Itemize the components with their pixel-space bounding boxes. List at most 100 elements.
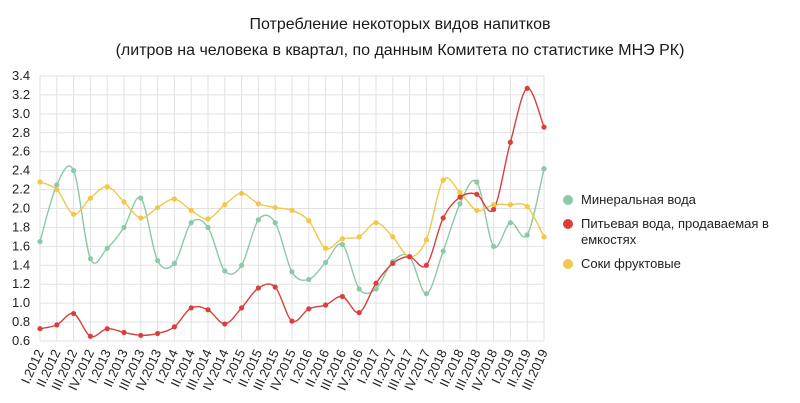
data-point-s2-1 (54, 186, 60, 193)
y-tick-label: 2.8 (12, 125, 30, 140)
legend-marker (563, 195, 573, 205)
data-point-s2-0 (37, 179, 43, 185)
y-tick-label: 3.2 (12, 87, 30, 102)
data-point-s2-4 (104, 184, 110, 190)
legend-item-2: Соки фруктовые (563, 256, 793, 272)
data-point-s0-26 (474, 179, 480, 185)
data-point-s0-10 (205, 224, 211, 231)
data-point-s0-27 (491, 243, 497, 249)
data-point-s0-12 (239, 262, 245, 268)
data-point-s1-18 (339, 293, 345, 300)
data-point-s2-20 (373, 220, 379, 226)
data-point-s2-3 (87, 195, 93, 201)
data-point-s0-6 (138, 195, 144, 201)
data-point-s1-26 (474, 191, 480, 197)
data-point-s2-13 (255, 201, 261, 207)
y-tick-label: 0.6 (12, 333, 30, 348)
data-point-s1-2 (71, 310, 77, 317)
data-point-s1-22 (407, 254, 413, 260)
data-point-s1-1 (54, 322, 60, 328)
y-axis: 0.6 0.8 1.0 1.2 1.4 1.6 1.8 2.0 2.2 2.4 2.6 2.8 3.0 3… (12, 68, 30, 348)
data-point-s0-9 (188, 220, 194, 226)
data-point-s2-2 (71, 211, 77, 217)
data-point-s1-8 (171, 324, 177, 330)
series-points (37, 85, 547, 339)
data-point-s2-17 (323, 245, 329, 251)
data-point-s0-15 (289, 269, 295, 275)
data-point-s1-14 (272, 284, 278, 290)
data-point-s0-19 (356, 286, 362, 292)
data-point-s1-24 (440, 215, 446, 221)
data-point-s0-8 (171, 260, 177, 266)
legend-label: Соки фруктовые (581, 256, 681, 271)
data-point-s2-26 (474, 207, 480, 213)
data-point-s0-13 (255, 217, 261, 223)
data-point-s1-7 (155, 330, 161, 337)
data-point-s0-1 (54, 182, 60, 188)
legend-marker (563, 259, 573, 269)
data-point-s1-4 (104, 326, 110, 332)
data-point-s2-28 (507, 202, 513, 208)
data-point-s1-9 (188, 305, 194, 311)
data-point-s0-24 (440, 248, 446, 254)
data-point-s1-20 (373, 280, 379, 286)
data-point-s1-21 (390, 260, 396, 266)
y-tick-label: 1.2 (12, 276, 30, 291)
data-point-s2-23 (423, 237, 429, 243)
data-point-s2-10 (205, 216, 211, 222)
data-point-s1-16 (306, 306, 312, 312)
chart-title-block: Потребление некоторых видов напитков (ли… (0, 12, 800, 64)
data-point-s2-21 (390, 234, 396, 240)
chart-subtitle: (литров на человека в квартал, по данным… (115, 42, 685, 59)
data-point-s2-19 (356, 234, 362, 240)
data-point-s0-2 (71, 168, 77, 174)
data-point-s0-30 (541, 166, 547, 172)
data-point-s0-17 (323, 259, 329, 266)
y-tick-label: 1.0 (12, 295, 30, 310)
data-point-s2-11 (222, 202, 228, 208)
y-tick-label: 2.4 (12, 163, 30, 178)
y-tick-label: 3.0 (12, 106, 30, 121)
y-tick-label: 2.2 (12, 182, 30, 197)
data-point-s2-14 (272, 204, 278, 211)
data-point-s1-29 (524, 85, 530, 91)
legend-label: Питьевая вода, продаваемая в емкостях (581, 216, 769, 247)
y-tick-label: 0.8 (12, 314, 30, 329)
data-point-s2-16 (306, 218, 312, 224)
data-point-s1-3 (87, 333, 93, 339)
data-point-s2-29 (524, 204, 530, 210)
data-point-s2-24 (440, 177, 446, 183)
y-tick-label: 2.0 (12, 201, 30, 216)
data-point-s2-30 (541, 234, 547, 240)
data-point-s1-12 (239, 305, 245, 311)
data-point-s2-27 (491, 202, 497, 208)
data-point-s1-11 (222, 321, 228, 327)
data-point-s0-25 (457, 201, 463, 207)
data-point-s0-16 (306, 276, 312, 283)
data-point-s1-23 (423, 262, 429, 268)
data-point-s1-30 (541, 124, 547, 130)
legend-item-1: Питьевая вода, продаваемая в емкостях (563, 216, 793, 248)
data-point-s0-28 (507, 220, 513, 226)
data-point-s2-9 (188, 207, 194, 213)
data-point-s2-12 (239, 190, 245, 196)
data-point-s0-7 (155, 257, 161, 264)
legend-item-0: Минеральная вода (563, 192, 793, 208)
data-point-s0-29 (524, 232, 530, 238)
data-point-s0-0 (37, 239, 43, 245)
data-point-s2-8 (171, 196, 177, 202)
legend-label: Минеральная вода (581, 192, 696, 207)
data-point-s2-6 (138, 215, 144, 221)
data-point-s1-10 (205, 307, 211, 313)
data-point-s0-4 (104, 245, 110, 251)
y-tick-label: 1.6 (12, 238, 30, 253)
y-tick-label: 2.6 (12, 144, 30, 159)
data-point-s1-27 (491, 206, 497, 213)
chart-grid (39, 75, 545, 342)
chart-legend: Минеральная вода Питьевая вода, продаваем… (563, 192, 793, 280)
data-point-s1-6 (138, 332, 144, 338)
data-point-s1-5 (121, 329, 127, 336)
data-point-s0-23 (423, 291, 429, 297)
data-point-s1-28 (507, 139, 513, 145)
